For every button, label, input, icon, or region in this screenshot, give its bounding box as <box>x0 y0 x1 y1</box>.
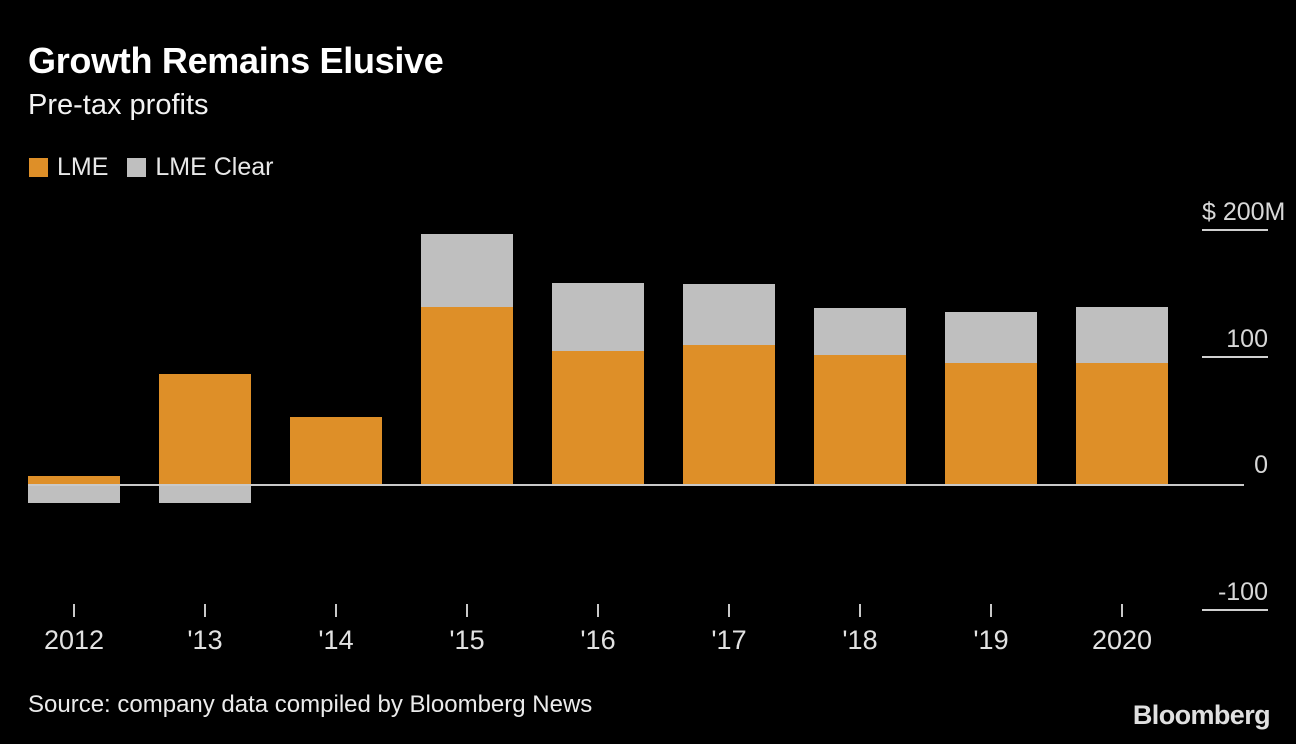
x-axis-tick-mark <box>597 604 599 617</box>
x-axis-tick-label: '14 <box>318 625 354 655</box>
square-swatch-icon <box>29 157 48 177</box>
bar-group[interactable] <box>421 0 513 744</box>
bar-segment-lme-clear <box>814 308 906 355</box>
x-axis-tick-mark <box>859 604 861 617</box>
x-axis-tick-mark <box>990 604 992 617</box>
bar-group[interactable] <box>814 0 906 744</box>
zero-baseline <box>28 484 1244 486</box>
chart-subtitle: Pre-tax profits <box>28 89 209 121</box>
bar-group[interactable] <box>945 0 1037 744</box>
bar-segment-lme-clear <box>683 284 775 345</box>
y-axis-tick-label: 0 <box>1254 451 1268 479</box>
bar-segment-lme <box>945 362 1037 484</box>
x-axis-tick-label: '13 <box>187 625 223 655</box>
y-axis-tick-label: 100 <box>1226 324 1268 353</box>
x-axis-tick: '16 <box>538 604 658 655</box>
x-axis-tick: 2020 <box>1062 604 1182 655</box>
x-axis-tick: '19 <box>931 604 1051 655</box>
bar-segment-lme <box>1076 362 1168 484</box>
x-axis-tick-label: 2020 <box>1091 625 1153 655</box>
y-axis-tick-label: $ 200M <box>1202 198 1286 226</box>
x-axis-tick-mark <box>335 604 337 617</box>
y-axis-tick-rule <box>1202 608 1268 611</box>
bar-segment-lme-clear <box>28 484 120 503</box>
legend-label-lme: LME <box>57 153 109 181</box>
y-axis-tick: 0 <box>1202 451 1268 479</box>
x-axis-tick: '13 <box>145 604 265 655</box>
y-axis-tick-rule <box>1202 355 1268 358</box>
x-axis-tick: '15 <box>407 604 527 655</box>
x-axis-tick-mark <box>1121 604 1123 617</box>
bar-segment-lme-clear <box>421 233 513 307</box>
x-axis-tick-label: 2012 <box>43 625 105 655</box>
bar-segment-lme-clear <box>159 484 251 503</box>
bar-segment-lme <box>28 476 120 484</box>
bar-group[interactable] <box>683 0 775 744</box>
x-axis-tick: '18 <box>800 604 920 655</box>
x-axis-tick-mark <box>204 604 206 617</box>
x-axis-tick: '14 <box>276 604 396 655</box>
chart-legend: LME LME Clear <box>29 153 274 181</box>
x-axis-tick-label: '16 <box>580 625 616 655</box>
x-axis-tick-mark <box>466 604 468 617</box>
x-axis-tick-label: '18 <box>842 625 878 655</box>
x-axis-tick: '17 <box>669 604 789 655</box>
source-note: Source: company data compiled by Bloombe… <box>28 691 593 718</box>
bar-segment-lme <box>290 416 382 484</box>
y-axis-tick: 100 <box>1202 325 1268 358</box>
bar-segment-lme <box>814 354 906 484</box>
y-axis-tick: -100 <box>1202 578 1268 611</box>
bar-group[interactable] <box>290 0 382 744</box>
x-axis-tick: 2012 <box>14 604 134 655</box>
bar-segment-lme <box>552 351 644 484</box>
legend-item-lme-clear[interactable]: LME Clear <box>127 153 274 181</box>
bar-segment-lme <box>683 344 775 484</box>
page-title: Growth Remains Elusive <box>28 40 444 81</box>
legend-label-lme-clear: LME Clear <box>155 153 274 181</box>
legend-item-lme[interactable]: LME <box>29 153 108 181</box>
bar-group[interactable] <box>1076 0 1168 744</box>
bar-group[interactable] <box>552 0 644 744</box>
y-axis-tick-label: -100 <box>1217 577 1268 606</box>
bloomberg-logo: Bloomberg <box>1132 700 1271 730</box>
bar-segment-lme-clear <box>1076 306 1168 363</box>
y-axis-tick-rule <box>1202 229 1268 231</box>
x-axis-tick-label: '15 <box>449 625 485 655</box>
bar-segment-lme <box>421 306 513 484</box>
bar-segment-lme <box>159 373 251 484</box>
square-swatch-icon <box>127 157 147 177</box>
x-axis-tick-label: '17 <box>711 625 747 655</box>
bar-segment-lme-clear <box>945 311 1037 363</box>
x-axis-tick-mark <box>728 604 730 617</box>
x-axis-tick-label: '19 <box>973 625 1009 655</box>
x-axis-tick-mark <box>73 604 75 617</box>
y-axis-tick: $ 200M <box>1202 198 1286 231</box>
bar-segment-lme-clear <box>552 282 644 352</box>
